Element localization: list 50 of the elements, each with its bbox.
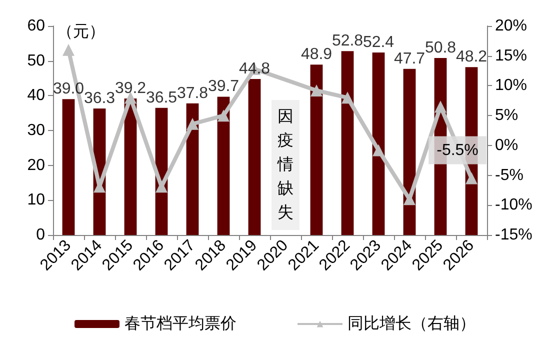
data-label: 52.4	[362, 34, 394, 51]
y2-tick-label: 15%	[495, 47, 528, 64]
bar	[403, 68, 416, 235]
y2-tick-label: -15%	[495, 226, 532, 244]
point	[156, 180, 168, 193]
y-tick-label: 10	[27, 192, 46, 209]
point	[466, 172, 478, 184]
y-tick-label: 60	[27, 18, 46, 34]
legend-label: 春节档平均票价	[124, 314, 236, 332]
y2-tick-label: 0%	[495, 136, 518, 154]
data-label: 47.7	[394, 50, 426, 68]
data-label: 39.7	[208, 78, 240, 96]
data-label: 48.9	[300, 46, 332, 64]
bar	[62, 99, 75, 235]
point	[218, 110, 230, 122]
y2-tick-label: 20%	[495, 18, 528, 34]
y-tick-label: 50	[27, 52, 46, 70]
data-label: 44.8	[238, 60, 270, 78]
bar	[186, 103, 199, 235]
bar	[248, 78, 261, 235]
point	[434, 100, 446, 113]
y2-tick-label: -5%	[495, 166, 524, 184]
bar	[217, 96, 230, 235]
y-tick-label: 30	[27, 122, 46, 139]
y-tick-label: 40	[27, 87, 46, 104]
y2-tick-label: 10%	[495, 77, 528, 94]
point	[186, 118, 198, 130]
data-label: 37.8	[176, 84, 208, 102]
data-label: -5.5%	[436, 142, 478, 159]
bar	[310, 64, 323, 235]
data-label: 48.2	[456, 48, 488, 66]
bar	[341, 51, 354, 235]
point	[404, 193, 416, 206]
data-label: 52.8	[332, 32, 364, 50]
annotation: 因疫情缺失	[276, 108, 294, 222]
y-tick-label: 20	[27, 156, 46, 174]
bar	[372, 52, 385, 235]
point	[310, 84, 322, 96]
data-label: 36.3	[84, 90, 116, 108]
y-axis-title: （元）	[57, 24, 105, 40]
data-label: 36.5	[146, 89, 178, 106]
point	[342, 92, 354, 104]
legend-label: 同比增长（右轴）	[348, 314, 476, 332]
y-tick-label: 0	[36, 226, 46, 244]
point	[372, 144, 384, 156]
data-label: 50.8	[424, 40, 456, 57]
point	[62, 44, 74, 56]
y2-tick-label: -10%	[495, 196, 532, 214]
data-label: 39.2	[114, 80, 146, 97]
y2-tick-label: 5%	[495, 107, 518, 124]
